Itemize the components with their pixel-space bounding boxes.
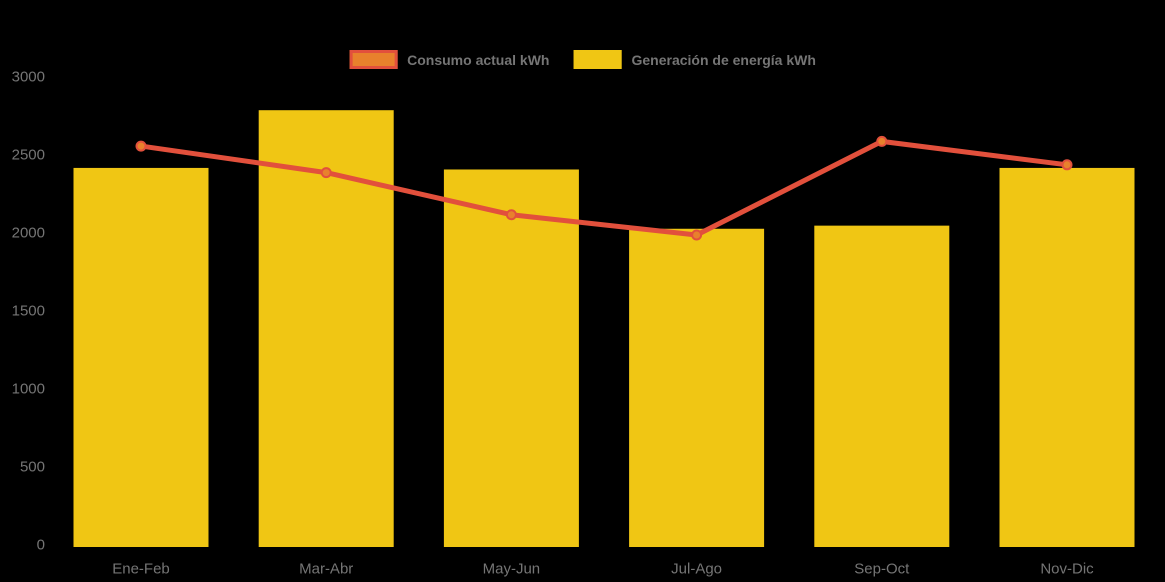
bar-May-Jun: [443, 169, 579, 548]
legend-item-consumo-actual[interactable]: Consumo actual kWh: [349, 50, 549, 69]
bar-Jul-Ago: [629, 228, 765, 547]
line-marker-Jul-Ago: [691, 229, 703, 241]
x-label-Jul-Ago: Jul-Ago: [671, 561, 722, 578]
y-tick-1500: 1500: [12, 303, 45, 320]
x-label-Ene-Feb: Ene-Feb: [112, 561, 170, 578]
bar-Sep-Oct: [814, 225, 950, 547]
line-marker-May-Jun: [505, 209, 517, 221]
line-marker-Nov-Dic: [1061, 159, 1073, 171]
consumption-line: [138, 138, 1070, 238]
line-marker-Sep-Oct: [876, 135, 888, 147]
legend-label-generacion-energia: Generación de energía kWh: [631, 51, 816, 68]
bar-Nov-Dic: [999, 167, 1135, 548]
legend-item-generacion-energia[interactable]: Generación de energía kWh: [573, 50, 816, 69]
chart-legend: Consumo actual kWh Generación de energía…: [349, 50, 816, 69]
x-label-Mar-Abr: Mar-Abr: [299, 561, 353, 578]
x-label-Nov-Dic: Nov-Dic: [1040, 561, 1094, 578]
y-tick-1000: 1000: [12, 381, 45, 398]
y-tick-3000: 3000: [12, 69, 45, 86]
bar-Ene-Feb: [73, 167, 209, 548]
legend-swatch-generacion-energia: [573, 50, 622, 69]
y-tick-500: 500: [20, 459, 45, 476]
line-marker-Ene-Feb: [135, 140, 147, 152]
y-tick-0: 0: [37, 537, 45, 554]
legend-label-consumo-actual: Consumo actual kWh: [407, 51, 550, 68]
y-tick-2500: 2500: [12, 147, 45, 164]
line-marker-Mar-Abr: [320, 167, 332, 179]
y-tick-2000: 2000: [12, 225, 45, 242]
x-label-May-Jun: May-Jun: [483, 561, 541, 578]
x-label-Sep-Oct: Sep-Oct: [854, 561, 910, 578]
legend-swatch-consumo-actual: [349, 50, 398, 69]
